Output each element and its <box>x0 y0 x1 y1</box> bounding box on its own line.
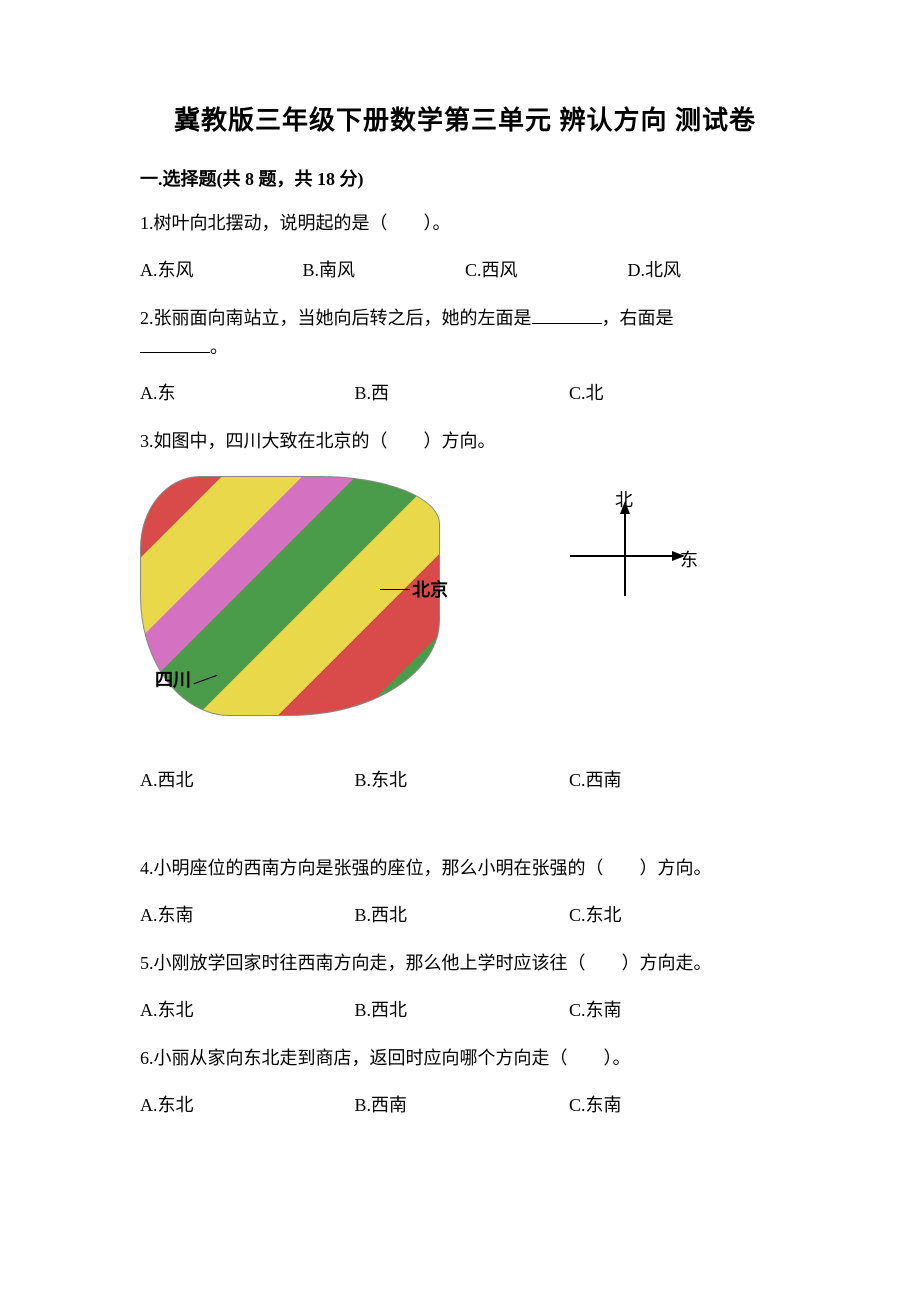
q4-option-b: B.西北 <box>355 901 570 927</box>
q1-option-a: A.东风 <box>140 256 303 282</box>
q1-option-c: C.西风 <box>465 256 628 282</box>
question-6-options: A.东北 B.西南 C.东南 <box>140 1091 790 1117</box>
question-4-text: 4.小明座位的西南方向是张强的座位，那么小明在张强的（ ）方向。 <box>140 854 790 883</box>
q2-blank-2 <box>140 352 210 353</box>
map-label-beijing: 北京 <box>380 576 448 602</box>
q2-text-pre: 2.张丽面向南站立，当她向后转之后，她的左面是 <box>140 308 532 328</box>
page-title: 冀教版三年级下册数学第三单元 辨认方向 测试卷 <box>140 100 790 137</box>
compass-east-label: 东 <box>680 546 698 572</box>
q3-option-b: B.东北 <box>355 766 570 792</box>
question-1-options: A.东风 B.南风 C.西风 D.北风 <box>140 256 790 282</box>
q2-text-mid: ，右面是 <box>602 308 674 328</box>
question-5-text: 5.小刚放学回家时往西南方向走，那么他上学时应该往（ ）方向走。 <box>140 949 790 978</box>
question-4-options: A.东南 B.西北 C.东北 <box>140 901 790 927</box>
q6-option-c: C.东南 <box>569 1091 784 1117</box>
question-2-text: 2.张丽面向南站立，当她向后转之后，她的左面是 ，右面是。 <box>140 304 790 362</box>
q4-option-c: C.东北 <box>569 901 784 927</box>
q6-option-b: B.西南 <box>355 1091 570 1117</box>
q2-option-a: A.东 <box>140 379 355 405</box>
q3-option-a: A.西北 <box>140 766 355 792</box>
q1-option-d: D.北风 <box>628 256 791 282</box>
question-2-options: A.东 B.西 C.北 <box>140 379 790 405</box>
q6-option-a: A.东北 <box>140 1091 355 1117</box>
question-5-options: A.东北 B.西北 C.东南 <box>140 996 790 1022</box>
section-1-header: 一.选择题(共 8 题，共 18 分) <box>140 165 790 191</box>
q2-blank-1 <box>532 323 602 324</box>
q2-option-c: C.北 <box>569 379 784 405</box>
compass-north-label: 北 <box>615 486 633 512</box>
q4-option-a: A.东南 <box>140 901 355 927</box>
q2-text-end: 。 <box>210 337 228 357</box>
map-label-sichuan: 四川 <box>155 666 218 692</box>
q5-option-c: C.东南 <box>569 996 784 1022</box>
compass-icon: 北 东 <box>560 496 690 616</box>
question-3-options: A.西北 B.东北 C.西南 <box>140 766 790 792</box>
question-1-text: 1.树叶向北摆动，说明起的是（ ）。 <box>140 209 790 238</box>
question-6-text: 6.小丽从家向东北走到商店，返回时应向哪个方向走（ ）。 <box>140 1044 790 1073</box>
q3-option-c: C.西南 <box>569 766 784 792</box>
q2-option-b: B.西 <box>355 379 570 405</box>
q1-option-b: B.南风 <box>303 256 466 282</box>
question-3-text: 3.如图中，四川大致在北京的（ ）方向。 <box>140 427 790 456</box>
q5-option-a: A.东北 <box>140 996 355 1022</box>
map-figure: 北京 四川 北 东 <box>140 476 790 746</box>
q5-option-b: B.西北 <box>355 996 570 1022</box>
